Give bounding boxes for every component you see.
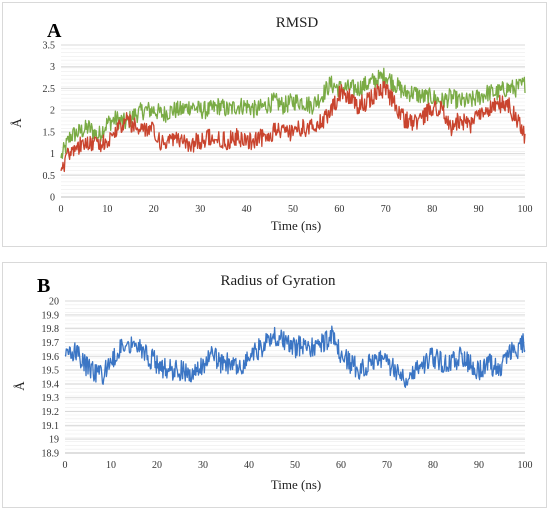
chart-title-rmsd: RMSD xyxy=(276,15,319,31)
gyration-x-tick-label: 0 xyxy=(63,460,68,471)
gyration-y-tick-label: 19.1 xyxy=(42,421,60,432)
gyration-x-tick-label: 40 xyxy=(244,460,254,471)
panel-letter-a: A xyxy=(47,20,62,42)
rmsd-x-tick-label: 50 xyxy=(288,204,298,215)
rmsd-x-tick-label: 20 xyxy=(149,204,159,215)
gyration-y-tick-label: 19.6 xyxy=(42,352,60,363)
gyration-y-tick-label: 18.9 xyxy=(42,449,60,460)
gyration-y-tick-label: 19.2 xyxy=(42,407,60,418)
gyration-grid xyxy=(65,300,525,454)
x-axis-label-gyration: Time (ns) xyxy=(271,477,321,492)
gyration-x-tick-label: 20 xyxy=(152,460,162,471)
rmsd-series-line-1 xyxy=(60,67,526,160)
rmsd-chart-panel: A RMSD 0 0.5 1 1.5 2 2.5 3 3.5 0 10 20 30 40 50 60 70 8… xyxy=(2,2,547,247)
rmsd-x-tick-label: 0 xyxy=(59,204,64,215)
rmsd-y-tick-label: 0 xyxy=(50,193,55,204)
panel-letter-b: B xyxy=(37,275,50,297)
x-axis-label-rmsd: Time (ns) xyxy=(271,218,321,233)
rmsd-grid xyxy=(61,44,525,198)
rmsd-x-tick-label: 40 xyxy=(242,204,252,215)
rmsd-x-tick-label: 100 xyxy=(518,204,533,215)
rmsd-x-tick-label: 10 xyxy=(102,204,112,215)
rmsd-x-tick-label: 80 xyxy=(427,204,437,215)
gyration-y-tick-label: 19.9 xyxy=(42,310,60,321)
gyration-chart-panel: B Radius of Gyration 18.9 19 19.1 19.2 19.3 1… xyxy=(2,262,547,508)
gyration-series-line-1 xyxy=(64,325,526,388)
gyration-y-tick-label: 19.3 xyxy=(42,393,60,404)
gyration-x-tick-label: 10 xyxy=(106,460,116,471)
gyration-y-tick-label: 19.7 xyxy=(42,338,60,349)
gyration-series xyxy=(64,325,526,388)
rmsd-y-tick-label: 2.5 xyxy=(43,84,56,95)
rmsd-series xyxy=(60,67,526,173)
rmsd-y-tick-label: 0.5 xyxy=(43,171,56,182)
gyration-x-ticks: 0 10 20 30 40 50 60 70 80 90 100 xyxy=(63,460,533,471)
gyration-x-tick-label: 30 xyxy=(198,460,208,471)
gyration-y-tick-label: 19 xyxy=(49,435,59,446)
gyration-y-tick-label: 19.8 xyxy=(42,324,60,335)
rmsd-x-tick-label: 90 xyxy=(474,204,484,215)
rmsd-chart: A RMSD 0 0.5 1 1.5 2 2.5 3 3.5 0 10 20 30 40 50 60 70 8… xyxy=(9,15,533,233)
gyration-chart: B Radius of Gyration 18.91919.119.219.31… xyxy=(12,273,533,492)
rmsd-x-tick-label: 30 xyxy=(195,204,205,215)
gyration-y-tick-label: 20 xyxy=(49,297,59,308)
rmsd-y-tick-label: 3 xyxy=(50,62,55,73)
chart-title-gyration: Radius of Gyration xyxy=(221,273,336,289)
rmsd-series-line-2 xyxy=(60,81,526,173)
rmsd-y-tick-label: 3.5 xyxy=(43,41,56,52)
y-axis-label-rmsd: Å xyxy=(9,118,24,128)
gyration-x-tick-label: 100 xyxy=(518,460,533,471)
gyration-x-tick-label: 90 xyxy=(474,460,484,471)
rmsd-y-tick-label: 2 xyxy=(50,106,55,117)
rmsd-x-tick-label: 60 xyxy=(334,204,344,215)
rmsd-y-ticks: 0 0.5 1 1.5 2 2.5 3 3.5 xyxy=(43,41,56,204)
rmsd-y-tick-label: 1.5 xyxy=(43,127,56,138)
rmsd-x-ticks: 0 10 20 30 40 50 60 70 80 90 100 xyxy=(59,204,533,215)
rmsd-x-tick-label: 70 xyxy=(381,204,391,215)
gyration-x-tick-label: 80 xyxy=(428,460,438,471)
gyration-y-tick-label: 19.4 xyxy=(42,379,60,390)
gyration-x-tick-label: 50 xyxy=(290,460,300,471)
rmsd-y-tick-label: 1 xyxy=(50,149,55,160)
gyration-x-tick-label: 60 xyxy=(336,460,346,471)
y-axis-label-gyration: Å xyxy=(12,381,27,391)
gyration-y-ticks: 18.9 19 19.1 19.2 19.3 19.4 19.5 19.6 19.7 19.8 19… xyxy=(42,297,60,460)
gyration-x-tick-label: 70 xyxy=(382,460,392,471)
gyration-y-tick-label: 19.5 xyxy=(42,366,60,377)
